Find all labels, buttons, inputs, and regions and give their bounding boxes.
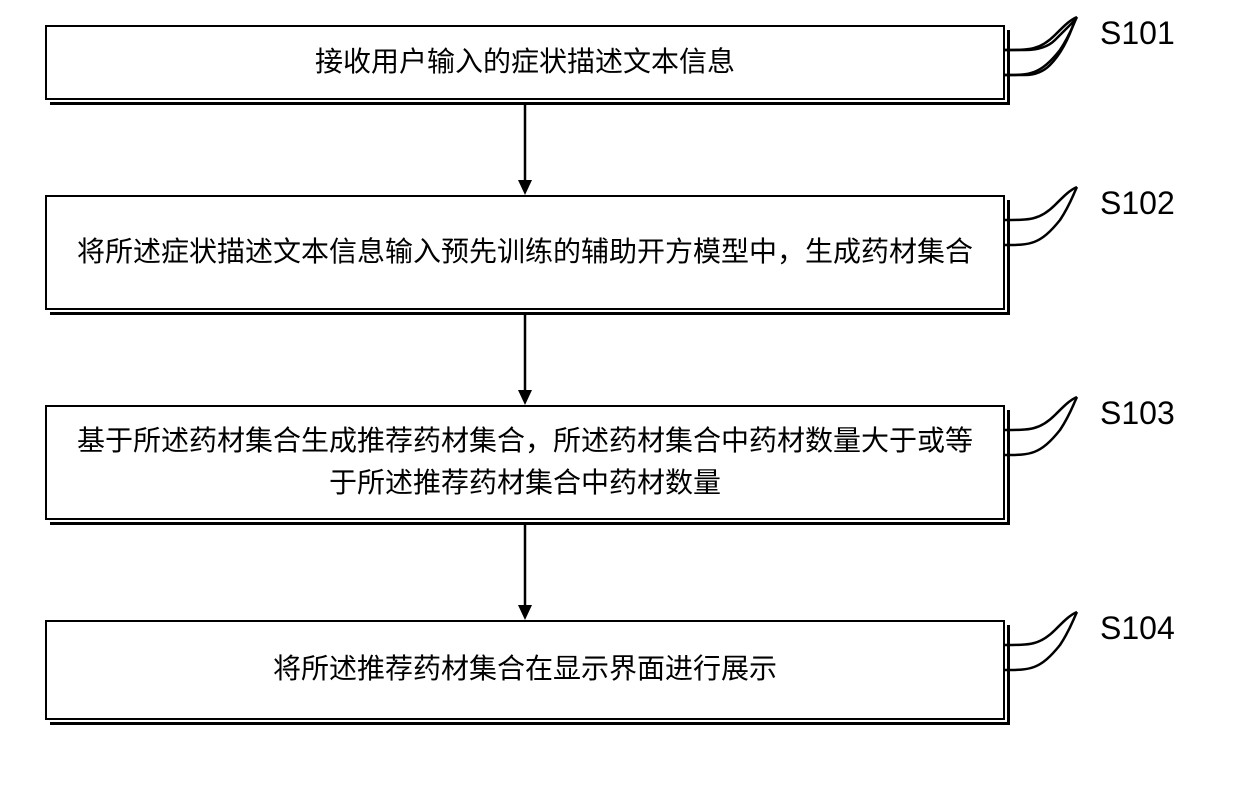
connector-curve-s102 xyxy=(1005,185,1105,275)
connector-curve-s101 xyxy=(1005,15,1105,105)
arrow-s103-s104 xyxy=(510,520,540,625)
step-box-s104: 将所述推荐药材集合在显示界面进行展示 xyxy=(45,620,1005,720)
step-label-s101: S101 xyxy=(1100,15,1175,52)
step-box-s101: 接收用户输入的症状描述文本信息 xyxy=(45,25,1005,100)
step-text-s102: 将所述症状描述文本信息输入预先训练的辅助开方模型中，生成药材集合 xyxy=(77,232,973,274)
step-text-s103: 基于所述药材集合生成推荐药材集合，所述药材集合中药材数量大于或等于所述推荐药材集… xyxy=(67,421,983,505)
step-label-s103: S103 xyxy=(1100,395,1175,432)
connector-curve-s104 xyxy=(1005,610,1105,700)
step-box-s102: 将所述症状描述文本信息输入预先训练的辅助开方模型中，生成药材集合 xyxy=(45,195,1005,310)
step-text-s101: 接收用户输入的症状描述文本信息 xyxy=(315,42,735,84)
flowchart-container: 接收用户输入的症状描述文本信息 S101 将所述症状描述文本信息输入预先训练的辅… xyxy=(0,0,1240,792)
step-label-s102: S102 xyxy=(1100,185,1175,222)
step-text-s104: 将所述推荐药材集合在显示界面进行展示 xyxy=(273,649,777,691)
arrow-s101-s102 xyxy=(510,100,540,200)
connector-curve-s103 xyxy=(1005,395,1105,485)
step-label-s104: S104 xyxy=(1100,610,1175,647)
step-box-s103: 基于所述药材集合生成推荐药材集合，所述药材集合中药材数量大于或等于所述推荐药材集… xyxy=(45,405,1005,520)
arrow-s102-s103 xyxy=(510,310,540,410)
